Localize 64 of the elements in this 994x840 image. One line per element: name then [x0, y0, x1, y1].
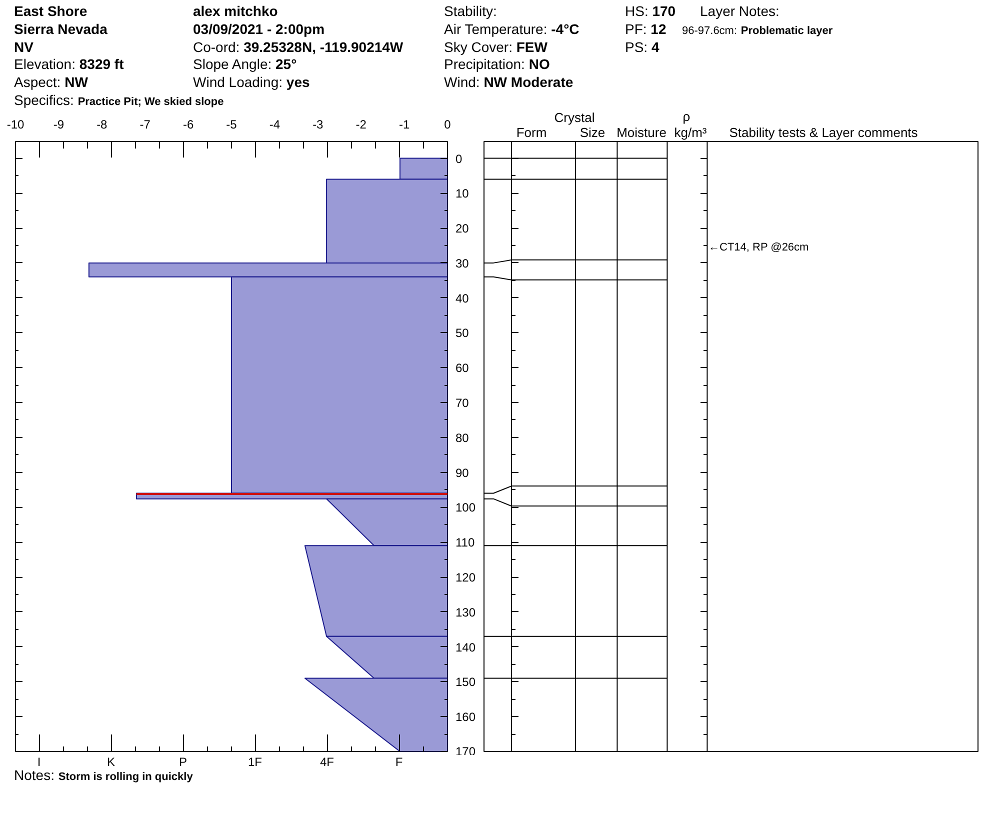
- x-tick-label: 0: [444, 118, 452, 132]
- text: P: [178, 755, 188, 769]
- y-tick-label: 160: [456, 710, 476, 724]
- text: I: [37, 755, 41, 769]
- x-tick-label: -5: [226, 118, 238, 132]
- text: ←CT14, RP @26cm: [708, 242, 809, 254]
- y-tick-label: 10: [456, 186, 470, 201]
- x-tick-label: -3: [312, 118, 324, 132]
- text: Air Temperature: -4°C: [444, 21, 580, 37]
- y-tick-label: 110: [456, 536, 475, 550]
- text: Wind Loading: yes: [193, 74, 310, 90]
- text: Precipitation: NO: [444, 56, 550, 72]
- y-tick-label: 80: [456, 430, 470, 445]
- y-tick-label: 140: [456, 640, 476, 654]
- text: Stability:: [444, 3, 497, 19]
- y-tick-label: 130: [456, 605, 476, 620]
- x-tick-label: -2: [356, 118, 367, 132]
- y-tick-label: 30: [456, 256, 470, 270]
- x-tick-label: -4: [269, 118, 280, 132]
- x-tick-label: -9: [53, 118, 64, 132]
- y-tick-label: 40: [456, 291, 470, 306]
- x-tick-label: -8: [96, 118, 108, 132]
- text: Co-ord: 39.25328N, -119.90214W: [193, 39, 404, 55]
- text: 1F: [248, 755, 262, 769]
- text: NV: [14, 39, 34, 55]
- text: Aspect: NW: [14, 74, 88, 90]
- text: Specifics: Practice Pit; We skied slope: [14, 92, 224, 108]
- text: PS: 4: [625, 39, 660, 55]
- y-tick-label: 120: [456, 570, 476, 585]
- text: alex mitchko: [193, 3, 278, 19]
- text: Layer Notes:: [700, 3, 780, 19]
- text: Wind: NW Moderate: [444, 74, 574, 90]
- text: 03/09/2021 - 2:00pm: [193, 21, 325, 37]
- x-tick-label: -6: [182, 118, 194, 132]
- x-tick-label: -10: [6, 118, 24, 132]
- y-tick-label: 50: [456, 326, 470, 340]
- y-tick-label: 150: [456, 675, 476, 690]
- text: Stability tests & Layer comments: [729, 125, 918, 140]
- x-tick-label: -1: [398, 118, 410, 132]
- text: Form: [516, 125, 547, 140]
- text: Crystal: [554, 110, 595, 125]
- text: Elevation: 8329 ft: [14, 56, 124, 72]
- text: kg/m³: [674, 125, 708, 140]
- text: F: [395, 755, 403, 769]
- y-tick-label: 70: [456, 396, 470, 410]
- text: Moisture: [616, 125, 666, 140]
- text: Notes: Storm is rolling in quickly: [14, 767, 193, 783]
- text: 96-97.6cm: Problematic layer: [682, 25, 833, 37]
- text: ρ: [682, 109, 690, 124]
- text: Size: [580, 125, 606, 140]
- y-tick-label: 20: [456, 222, 470, 236]
- text: K: [106, 755, 116, 769]
- y-tick-label: 100: [456, 500, 476, 515]
- y-tick-label: 60: [456, 361, 470, 376]
- text: Sky Cover: FEW: [444, 39, 548, 55]
- y-tick-label: 0: [456, 152, 462, 166]
- text: 4F: [320, 755, 334, 769]
- y-tick-label: 90: [456, 466, 470, 480]
- text: Slope Angle: 25°: [193, 56, 297, 72]
- text: Sierra Nevada: [14, 21, 108, 37]
- text: PF: 12: [625, 21, 666, 37]
- text: HS: 170: [625, 3, 676, 19]
- text: East Shore: [14, 3, 88, 19]
- x-tick-label: -7: [140, 118, 151, 132]
